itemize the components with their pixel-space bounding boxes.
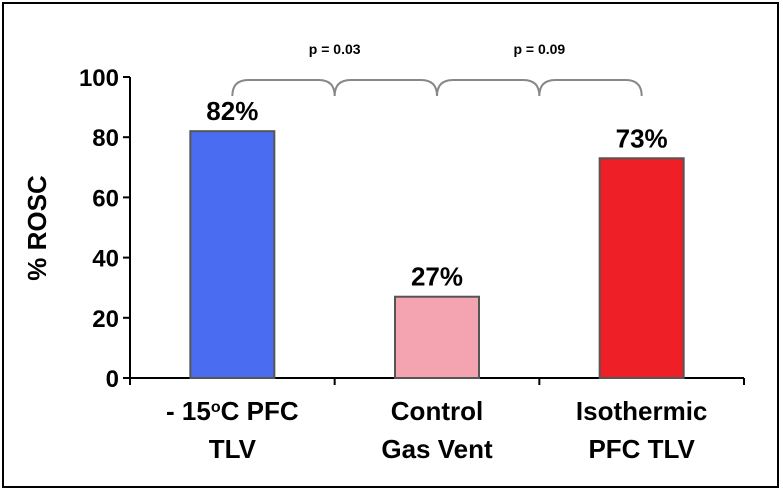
data-label: 82%: [206, 96, 258, 126]
y-tick-label: 40: [92, 246, 119, 273]
y-tick-label: 20: [92, 306, 119, 333]
category-label: Control: [391, 396, 483, 426]
category-label: TLV: [209, 434, 257, 464]
y-tick-label: 60: [92, 185, 119, 212]
data-label: 73%: [616, 123, 668, 153]
p-value-label: p = 0.09: [513, 41, 565, 57]
bars: [189, 130, 685, 380]
labels: 82% - 15oC PFC TLV 27% Control Gas Vent 73% Iso…: [166, 96, 707, 464]
significance-bracket: [436, 79, 643, 97]
data-label: 27%: [411, 262, 463, 292]
bar: [189, 130, 276, 379]
y-axis-title: % ROSC: [22, 175, 52, 281]
significance-bracket: [231, 79, 438, 97]
bar: [598, 157, 685, 379]
y-tick-label: 100: [79, 65, 119, 92]
category-label: PFC TLV: [588, 434, 695, 464]
p-value-label: p = 0.03: [309, 41, 361, 57]
category-label: Gas Vent: [381, 434, 493, 464]
annotations: p = 0.03 p = 0.09: [231, 41, 643, 97]
y-tick-label: 0: [106, 366, 119, 393]
y-tick-label: 80: [92, 125, 119, 152]
category-label: Isothermic: [576, 396, 708, 426]
category-label: - 15oC PFC: [166, 396, 299, 426]
bar: [394, 295, 480, 380]
